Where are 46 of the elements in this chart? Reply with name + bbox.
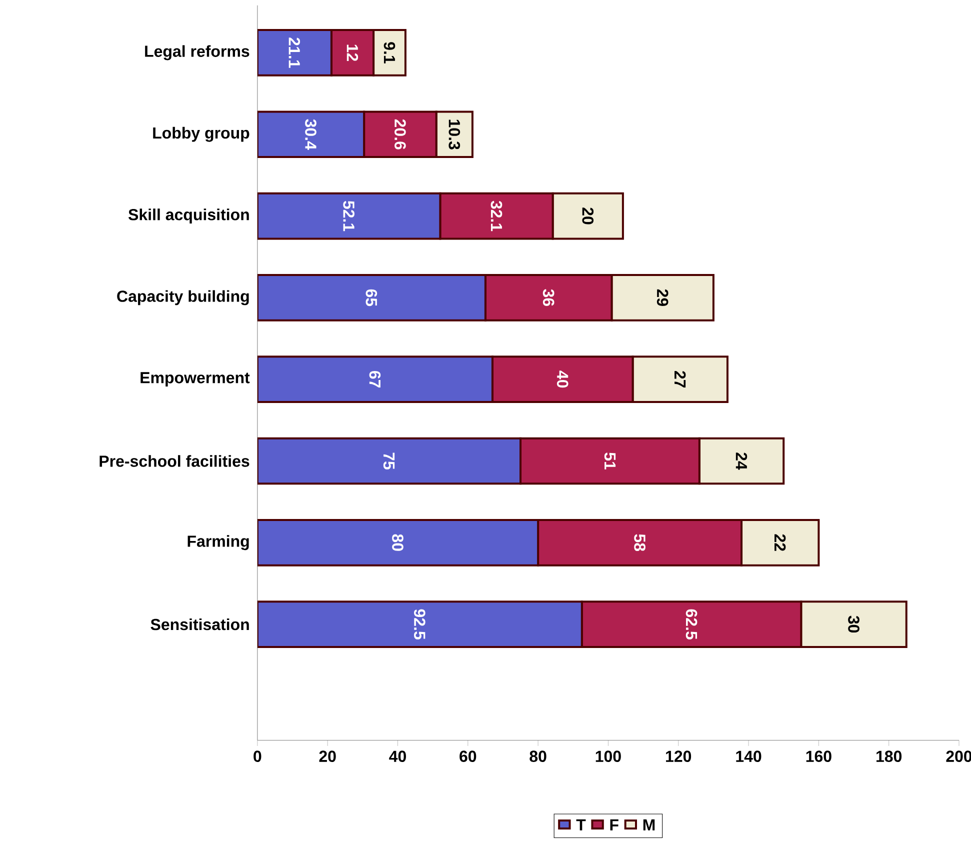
legend-label: T	[576, 820, 586, 831]
bar	[257, 192, 442, 240]
y-tick-label: Lobby group	[153, 127, 250, 142]
x-tick-label: 140	[736, 750, 762, 762]
x-tick-label: 120	[666, 750, 692, 762]
y-tick-label: Capacity building	[117, 290, 249, 306]
data-label: 36	[542, 289, 554, 306]
data-label: 51	[604, 452, 616, 470]
data-label: 10.3	[448, 120, 460, 150]
data-label: 65	[366, 290, 378, 306]
data-label: 30.4	[305, 119, 316, 150]
y-tick-label: Sensitisation	[150, 618, 249, 630]
x-tick-label: 40	[389, 750, 406, 762]
x-tick-label: 160	[806, 750, 832, 762]
data-label: 80	[392, 534, 404, 552]
data-label: 75	[383, 452, 395, 470]
x-tick-label: 0	[254, 750, 262, 762]
x-tick-label: 180	[876, 750, 902, 762]
x-tick-label: 60	[460, 750, 476, 762]
data-label: 24	[736, 452, 748, 470]
data-label: 30	[848, 616, 860, 633]
data-label: 52.1	[343, 201, 354, 232]
x-tick-label: 20	[319, 750, 336, 762]
data-label: 92.5	[414, 609, 426, 640]
data-label: 20	[582, 208, 594, 224]
data-label: 27	[674, 371, 686, 388]
data-label: 58	[634, 534, 646, 552]
y-tick-label: Legal reforms	[145, 45, 250, 60]
data-label: 9.1	[384, 42, 396, 64]
data-label: 21.1	[288, 38, 300, 68]
data-label: 32.1	[490, 201, 502, 232]
data-label: 40	[556, 370, 568, 388]
data-label: 22	[774, 534, 786, 552]
legend-label: M	[643, 820, 655, 831]
y-tick-label: Skill acquisition	[128, 208, 249, 224]
y-tick-label: Pre-school facilities	[100, 455, 250, 468]
data-label: 12	[346, 44, 358, 62]
data-label: 29	[656, 290, 668, 306]
x-tick-label: 80	[530, 750, 546, 762]
y-tick-label: Farming	[188, 535, 249, 550]
y-tick-label: Empowerment	[140, 372, 250, 387]
data-label: 67	[369, 371, 381, 388]
x-tick-label: 100	[596, 750, 621, 762]
data-label: 20.6	[394, 120, 406, 150]
data-label: 62.5	[686, 609, 698, 640]
legend-label: F	[610, 820, 618, 831]
